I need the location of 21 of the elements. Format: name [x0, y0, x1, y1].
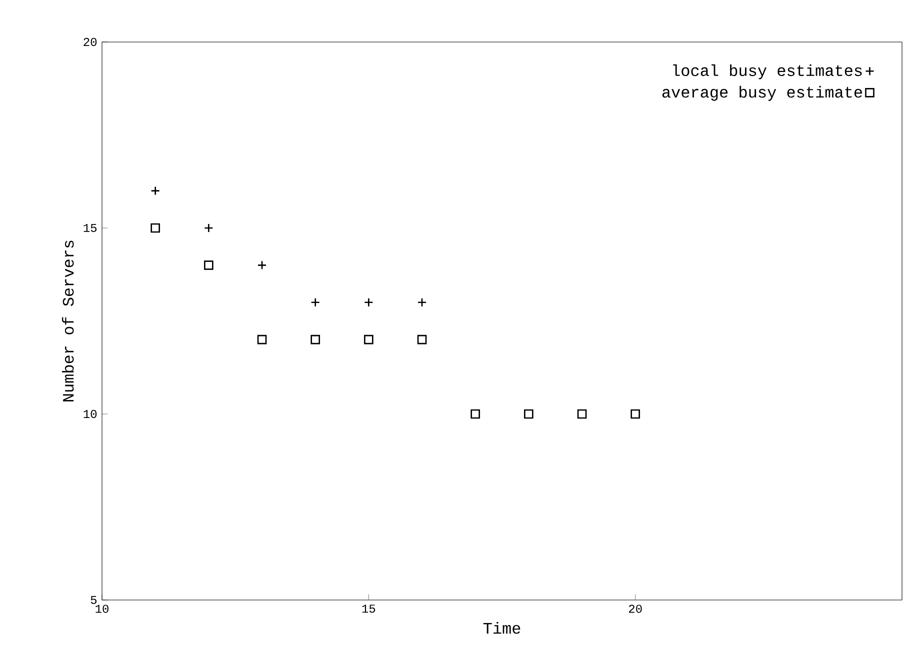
- point: [204, 260, 214, 270]
- point: [150, 223, 160, 233]
- point: [257, 334, 267, 344]
- legend-label: average busy estimate: [662, 86, 862, 101]
- y-axis-title: Number of Servers: [62, 240, 74, 402]
- x-tick-label: 20: [628, 604, 642, 613]
- y-tick-label: 5: [90, 596, 97, 604]
- point: [310, 334, 320, 344]
- point: [470, 409, 480, 419]
- legend-label: local busy estimates: [673, 64, 862, 80]
- point: [417, 334, 427, 344]
- y-tick-label: 10: [84, 410, 97, 418]
- x-tick-label: 10: [96, 604, 108, 613]
- point: [364, 334, 374, 344]
- point: [524, 409, 534, 419]
- point: [630, 409, 640, 419]
- x-axis-title: Time: [483, 622, 520, 634]
- x-tick-label: 15: [362, 604, 376, 613]
- y-tick-label: 15: [84, 224, 97, 232]
- point: [577, 409, 587, 419]
- y-tick-label: 20: [84, 38, 97, 46]
